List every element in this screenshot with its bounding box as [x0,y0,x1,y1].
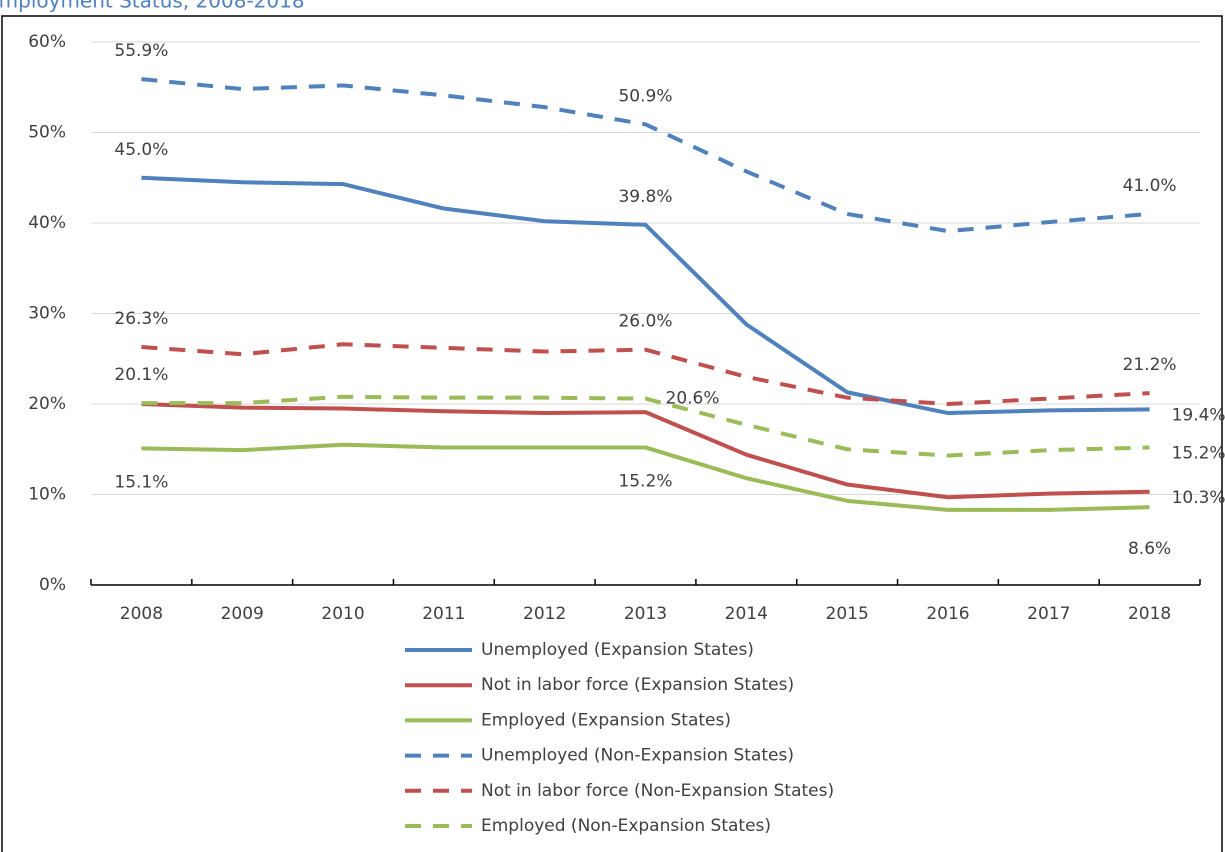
y-tick-label: 30% [28,304,66,324]
x-tick-label: 2012 [523,604,566,624]
x-tick-label: 2016 [926,604,969,624]
x-tick-label: 2014 [725,604,768,624]
legend-label: Not in labor force (Expansion States) [481,675,794,695]
x-tick-label: 2013 [624,604,667,624]
data-label: 21.2% [1123,355,1177,375]
legend-label: Unemployed (Non-Expansion States) [481,746,794,766]
x-tick-label: 2011 [422,604,465,624]
data-label: 15.2% [1172,443,1225,463]
data-label: 20.1% [114,365,168,385]
legend-label: Employed (Non-Expansion States) [481,816,771,836]
y-tick-label: 20% [28,394,66,414]
x-tick-label: 2015 [826,604,869,624]
data-label: 15.1% [114,472,168,492]
data-label: 15.2% [618,471,672,491]
x-tick-label: 2018 [1128,604,1171,624]
x-tick-label: 2009 [221,604,264,624]
series-line [141,175,1150,416]
data-label: 39.8% [618,187,672,207]
x-tick-label: 2017 [1027,604,1070,624]
y-tick-label: 60% [28,32,66,52]
data-label: 41.0% [1123,176,1177,196]
y-tick-label: 50% [28,123,66,143]
x-tick-label: 2010 [321,604,364,624]
y-tick-label: 40% [28,213,66,233]
y-tick-label: 0% [39,575,66,595]
data-label: 26.3% [114,309,168,329]
data-label: 10.3% [1172,488,1225,508]
chart-title: Employment Status, 2008-2018 [0,0,305,13]
legend-label: Unemployed (Expansion States) [481,640,754,660]
series-line [141,442,1150,512]
series-line [141,394,1150,458]
data-label: 19.4% [1172,405,1225,425]
data-label: 50.9% [618,86,672,106]
data-label: 8.6% [1128,539,1171,559]
y-tick-label: 10% [28,485,66,505]
x-tick-label: 2008 [120,604,163,624]
data-label: 55.9% [114,41,168,61]
chart-frame [1,15,1223,852]
series-line [141,77,1150,234]
data-label: 20.6% [666,389,720,409]
data-label: 45.0% [114,140,168,160]
legend-label: Not in labor force (Non-Expansion States… [481,781,834,801]
data-label: 26.0% [618,312,672,332]
series-line [141,402,1150,500]
legend-label: Employed (Expansion States) [481,710,731,730]
series-line [141,342,1150,406]
